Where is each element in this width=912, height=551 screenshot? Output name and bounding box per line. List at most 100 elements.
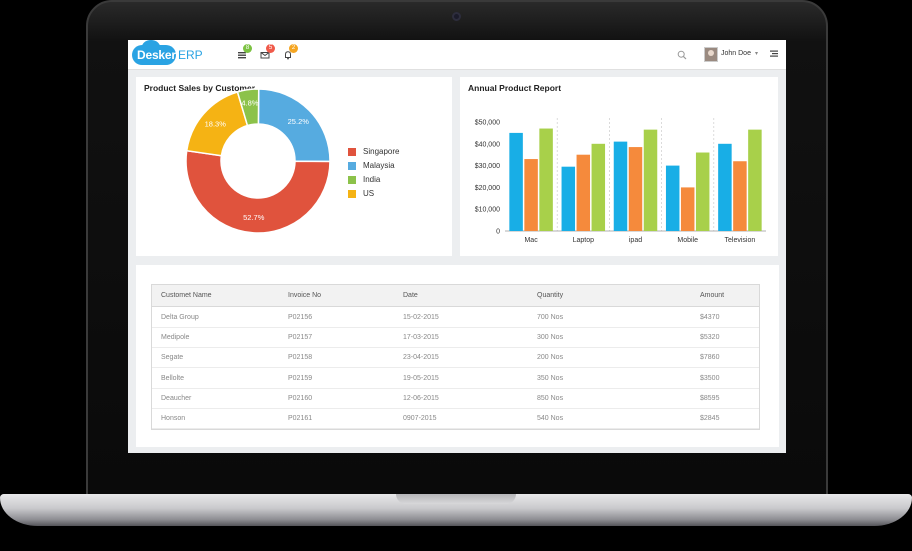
bar-television-series-1[interactable] [718, 143, 732, 231]
bar-mac-series-2[interactable] [524, 159, 538, 231]
webcam [452, 12, 461, 21]
pie-slice-india[interactable] [236, 88, 260, 127]
table-cell: 350 Nos [537, 374, 564, 382]
notifications-badge: 2 [289, 44, 298, 53]
table-cell: $4370 [700, 314, 720, 321]
table-cell: $7860 [700, 354, 720, 362]
messages-button[interactable]: 5 [259, 44, 275, 62]
legend-label: US [363, 189, 375, 198]
chevron-down-icon[interactable]: ▾ [755, 51, 759, 57]
bar-laptop-series-3[interactable] [591, 143, 606, 231]
bar-laptop-series-1[interactable] [561, 166, 576, 231]
messages-badge: 5 [266, 44, 275, 53]
avatar[interactable] [704, 47, 718, 62]
table-cell: 850 Nos [537, 394, 564, 402]
top-bar: Deskera ERP 8 5 2 John Doe ▾ [128, 40, 786, 70]
table-row[interactable]: Medipole P02157 17-03-2015 300 Nos $5320 [152, 328, 759, 349]
bar-mobile-series-1[interactable] [665, 165, 680, 231]
laptop-notch [396, 494, 516, 504]
table-cell: P02160 [288, 394, 313, 402]
bar-chart: 0 $10,000 $20,000 $30,000 $40,000 $50,000 Mac L… [475, 118, 766, 244]
legend-swatch [348, 175, 356, 184]
pie-label-india: 4.8% [241, 99, 258, 108]
x-tick-label: Mobile [677, 237, 698, 244]
menu-icon[interactable] [769, 49, 779, 59]
table-cell: 300 Nos [537, 334, 564, 342]
table-cell: Medipole [161, 334, 190, 342]
table-cell: 540 Nos [537, 415, 564, 422]
table-cell: 0907-2015 [403, 415, 437, 422]
column-header-invoice[interactable]: Invoice No [288, 292, 322, 299]
list-icon [238, 52, 246, 59]
table-cell: $2845 [700, 415, 720, 422]
bar-ipad-series-3[interactable] [643, 129, 658, 231]
column-header-customer[interactable]: Customet Name [161, 292, 212, 299]
table-row[interactable]: Segate P02158 23-04-2015 200 Nos $7860 [152, 348, 759, 369]
table-cell: $5320 [700, 334, 720, 342]
logo-main-text: Deskera [137, 48, 183, 62]
bar-mac-series-1[interactable] [509, 132, 523, 231]
table-cell: Bellolte [161, 374, 184, 382]
pie-label-us: 18.3% [205, 120, 227, 129]
bar-mobile-series-2[interactable] [680, 187, 695, 231]
pie-chart-card: Product Sales by Customer 25.2% 52.7% 18.3… [136, 77, 452, 256]
pie-slice-singapore[interactable] [185, 149, 331, 234]
table-cell: Honson [161, 415, 186, 422]
table-cell: P02159 [288, 374, 313, 382]
table-cell: $8595 [700, 394, 720, 402]
table-cell: Delta Group [161, 314, 199, 321]
pie-chart-title: Product Sales by Customer [144, 83, 256, 93]
bar-laptop-series-2[interactable] [576, 154, 591, 231]
table-cell: 12-06-2015 [403, 394, 439, 402]
table-cell: 17-03-2015 [403, 334, 439, 342]
legend-label: Malaysia [363, 161, 395, 170]
table-cell: $3500 [700, 374, 720, 382]
y-tick-label: $10,000 [475, 207, 500, 214]
bar-mac-series-3[interactable] [539, 128, 553, 231]
table-row[interactable]: Delta Group P02156 15-02-2015 700 Nos $4370 [152, 308, 759, 328]
table-cell: 15-02-2015 [403, 314, 439, 321]
table-row[interactable]: Bellolte P02159 19-05-2015 350 Nos $3500 [152, 369, 759, 389]
pie-label-malaysia: 25.2% [288, 117, 310, 126]
legend-item-india[interactable]: India [348, 175, 380, 184]
notifications-button[interactable]: 2 [282, 44, 298, 62]
table-row[interactable]: Honson P02161 0907-2015 540 Nos $2845 [152, 409, 759, 429]
x-tick-label: ipad [629, 237, 642, 244]
table-cell: 700 Nos [537, 314, 564, 321]
table-cell: 19-05-2015 [403, 374, 439, 382]
y-tick-label: $40,000 [475, 141, 500, 148]
x-tick-label: Laptop [573, 237, 595, 244]
table-header: Customet Name Invoice No Date Quantity A… [152, 285, 759, 307]
legend-item-singapore[interactable]: Singapore [348, 147, 399, 156]
user-name[interactable]: John Doe [721, 50, 751, 57]
pie-label-singapore: 52.7% [243, 213, 265, 222]
column-header-date[interactable]: Date [403, 292, 418, 299]
tasks-button[interactable]: 8 [236, 44, 252, 62]
bar-ipad-series-2[interactable] [628, 147, 643, 231]
legend-item-us[interactable]: US [348, 189, 374, 198]
y-tick-label: $50,000 [475, 120, 500, 127]
y-tick-label: $30,000 [475, 163, 500, 170]
logo-suffix-text: ERP [178, 48, 203, 62]
table-row[interactable]: Deaucher P02160 12-06-2015 850 Nos $8595 [152, 389, 759, 409]
tasks-badge: 8 [243, 44, 252, 53]
invoice-table: Customet Name Invoice No Date Quantity A… [151, 284, 760, 430]
bar-mobile-series-3[interactable] [695, 152, 710, 231]
table-cell: 23-04-2015 [403, 354, 439, 362]
search-icon[interactable] [677, 50, 687, 60]
bar-television-series-3[interactable] [748, 129, 762, 231]
legend-swatch [348, 161, 356, 170]
bar-television-series-2[interactable] [733, 161, 747, 231]
legend-label: Singapore [363, 147, 400, 156]
table-cell: P02161 [288, 415, 313, 422]
table-cell: P02158 [288, 354, 313, 362]
table-cell: Deaucher [161, 394, 192, 402]
column-header-quantity[interactable]: Quantity [537, 292, 564, 299]
table-cell: P02157 [288, 334, 313, 342]
bell-icon [285, 51, 291, 60]
legend-swatch [348, 147, 356, 156]
bar-ipad-series-1[interactable] [613, 141, 628, 231]
column-header-amount[interactable]: Amount [700, 292, 725, 299]
legend-item-malaysia[interactable]: Malaysia [348, 161, 395, 170]
x-tick-label: Television [725, 237, 756, 244]
